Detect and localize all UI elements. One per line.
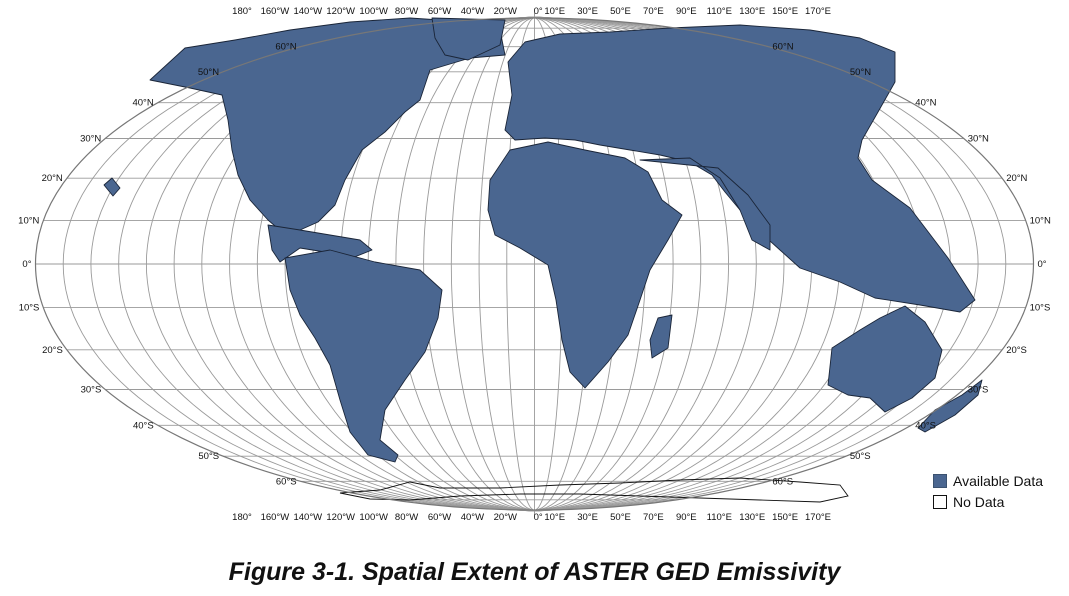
bottom-lon-label: 70°E [643, 512, 664, 523]
left-lat-label: 60°S [276, 476, 297, 487]
right-lat-label: 60°S [772, 476, 793, 487]
south-asia-coverage [639, 157, 771, 251]
top-lon-label: 170°E [805, 6, 831, 17]
right-lat-label: 10°S [1030, 303, 1051, 314]
left-lat-label: 10°S [19, 303, 40, 314]
left-lat-label: 50°S [198, 451, 219, 462]
right-lat-label: 60°N [772, 42, 793, 53]
top-lon-label: 70°E [643, 6, 664, 17]
left-lat-label: 50°N [198, 67, 219, 78]
right-lat-label: 0° [1038, 259, 1047, 270]
left-lat-label: 40°N [132, 98, 153, 109]
bottom-lon-label: 180° [232, 512, 252, 523]
madagascar-coverage [649, 314, 673, 359]
south-america-coverage [284, 249, 443, 463]
north-america-coverage [149, 17, 506, 233]
bottom-lon-label: 30°E [577, 512, 598, 523]
australia-coverage [827, 305, 943, 413]
bottom-lon-label: 100°W [359, 512, 388, 523]
right-lat-label: 20°S [1006, 345, 1027, 356]
top-lon-label: 80°W [395, 6, 418, 17]
map-outline [34, 17, 1035, 511]
right-lat-label: 30°N [968, 134, 989, 145]
bottom-lon-label: 160°W [261, 512, 290, 523]
legend-label-available: Available Data [953, 472, 1044, 489]
top-lon-label: 90°E [676, 6, 697, 17]
top-lon-label: 30°E [577, 6, 598, 17]
bottom-lon-label: 0° [534, 512, 543, 523]
no-data-swatch [933, 494, 947, 509]
eurasia-coverage [504, 24, 976, 313]
top-lon-label: 60°W [428, 6, 451, 17]
legend-item-no-data: No Data [933, 491, 1043, 512]
top-lon-label: 180° [232, 6, 252, 17]
africa-coverage [487, 141, 683, 389]
antarctica-outline [339, 477, 849, 503]
bottom-lon-label: 40°W [461, 512, 484, 523]
left-lat-label: 30°N [80, 134, 101, 145]
top-lon-label: 110°E [707, 6, 732, 17]
bottom-lon-label: 130°E [739, 512, 765, 523]
available-swatch [933, 473, 947, 488]
top-lon-label: 40°W [461, 6, 484, 17]
bottom-lon-label: 80°W [395, 512, 418, 523]
top-lon-label: 100°W [359, 6, 388, 17]
new-zealand-coverage [917, 379, 983, 433]
right-lat-label: 50°S [850, 451, 871, 462]
right-lat-label: 40°N [915, 98, 936, 109]
bottom-lon-label: 110°E [707, 512, 732, 523]
left-lat-label: 0° [22, 259, 31, 270]
bottom-lon-label: 150°E [772, 512, 798, 523]
world-map: 180°180°160°W160°W140°W140°W120°W120°W10… [18, 6, 1051, 523]
left-lat-label: 20°N [42, 173, 63, 184]
left-lat-label: 30°S [81, 385, 102, 396]
bottom-lon-label: 120°W [326, 512, 355, 523]
left-lat-label: 10°N [18, 215, 39, 226]
top-lon-label: 20°W [494, 6, 517, 17]
bottom-lon-label: 170°E [805, 512, 831, 523]
right-lat-label: 30°S [968, 385, 989, 396]
legend-label-no-data: No Data [953, 493, 1005, 510]
right-lat-label: 40°S [915, 420, 936, 431]
top-lon-label: 120°W [326, 6, 355, 17]
right-lat-label: 10°N [1030, 215, 1051, 226]
bottom-lon-label: 20°W [494, 512, 517, 523]
left-lat-label: 60°N [275, 42, 296, 53]
bottom-lon-label: 90°E [676, 512, 697, 523]
hawaii-coverage [103, 177, 121, 197]
available-data-coverage [103, 17, 983, 503]
greenland-coverage [431, 17, 506, 61]
top-lon-label: 130°E [739, 6, 765, 17]
bottom-lon-label: 50°E [610, 512, 631, 523]
top-lon-label: 50°E [610, 6, 631, 17]
bottom-lon-label: 140°W [293, 512, 322, 523]
right-lat-label: 20°N [1006, 173, 1027, 184]
top-lon-label: 10°E [544, 6, 565, 17]
bottom-lon-label: 10°E [544, 512, 565, 523]
top-lon-label: 160°W [261, 6, 290, 17]
legend: Available Data No Data [933, 470, 1043, 512]
figure-caption: Figure 3-1. Spatial Extent of ASTER GED … [228, 558, 841, 586]
left-lat-label: 40°S [133, 420, 154, 431]
top-lon-label: 140°W [293, 6, 322, 17]
top-lon-label: 150°E [772, 6, 798, 17]
legend-item-available: Available Data [933, 470, 1043, 491]
left-lat-label: 20°S [42, 345, 63, 356]
top-lon-label: 0° [534, 6, 543, 17]
bottom-lon-label: 60°W [428, 512, 451, 523]
right-lat-label: 50°N [850, 67, 871, 78]
graticule-labels: 180°180°160°W160°W140°W140°W120°W120°W10… [18, 6, 1051, 523]
